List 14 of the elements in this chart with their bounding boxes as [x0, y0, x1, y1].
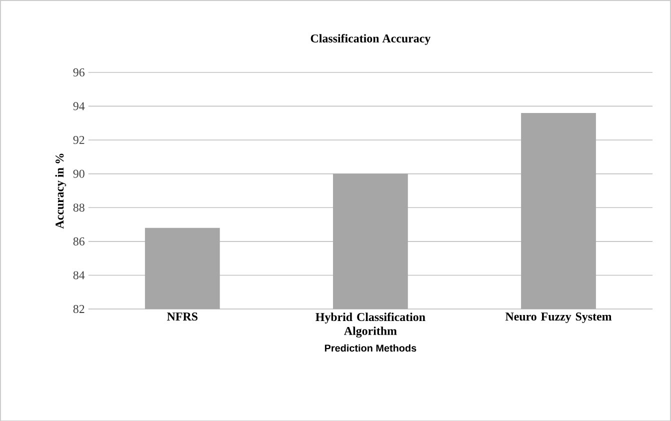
chart-title: Classification Accuracy — [310, 34, 431, 45]
y-tick-label: 86 — [73, 237, 85, 246]
y-tick-label: 82 — [73, 304, 84, 313]
y-tick-label: 84 — [73, 271, 85, 280]
x-axis-title: Prediction Methods — [324, 344, 416, 352]
x-tick-label: Neuro Fuzzy System — [505, 312, 612, 323]
y-tick-label: 96 — [73, 68, 85, 76]
y-tick-label: 88 — [73, 203, 84, 212]
y-axis-title: Accuracy in % — [55, 154, 66, 229]
x-tick-label: NFRS — [167, 312, 198, 320]
y-tick-label: 94 — [73, 102, 85, 110]
y-tick-label: 90 — [73, 170, 84, 178]
x-tick-label: Hybrid Classification Algorithm — [316, 312, 426, 338]
y-tick-label: 92 — [73, 136, 84, 144]
